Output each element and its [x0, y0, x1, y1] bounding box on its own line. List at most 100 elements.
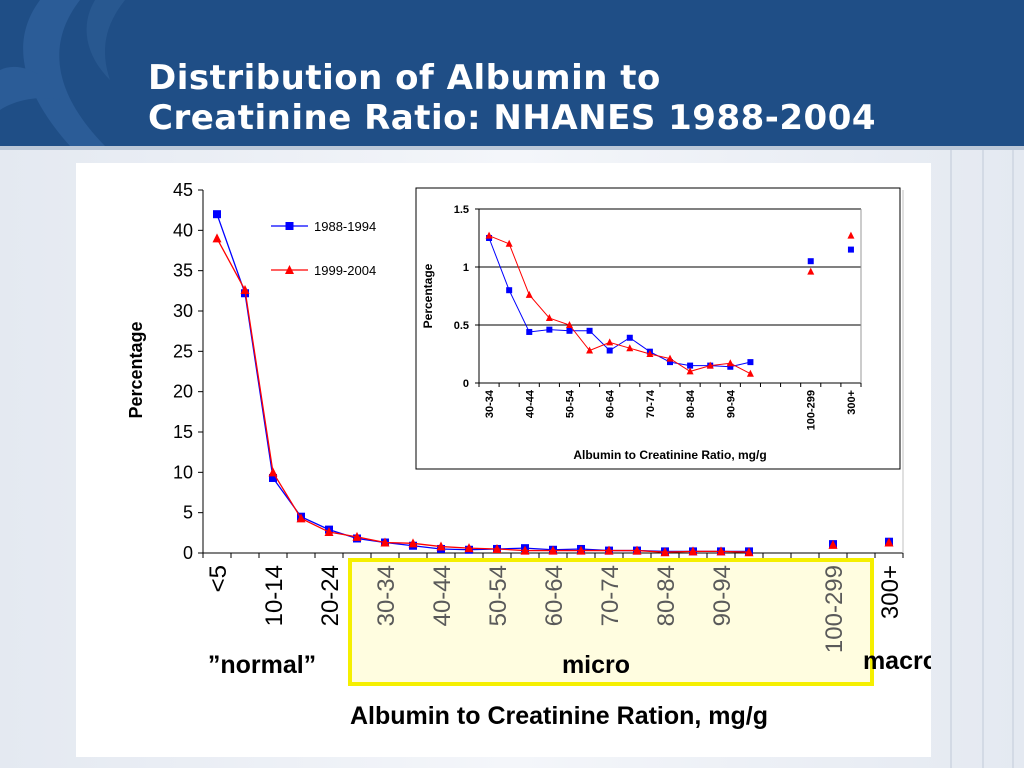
main-y-tick-label: 20	[173, 382, 193, 402]
inset-series-point	[586, 327, 593, 334]
main-y-tick-label: 5	[183, 503, 193, 523]
main-y-axis-title: Percentage	[126, 321, 146, 418]
inset-series-point	[626, 344, 634, 352]
inset-series-point	[667, 359, 673, 366]
inset-series-point	[847, 231, 855, 239]
main-series-point	[212, 233, 222, 243]
inset-series-point	[706, 361, 714, 369]
main-legend: 1988-1994 1999-2004	[271, 219, 376, 278]
main-series-point	[828, 539, 838, 549]
background-stripes	[930, 150, 1024, 768]
main-y-tick-label: 10	[173, 462, 193, 482]
inset-series-line-1988-1994	[488, 237, 751, 368]
main-series-point	[884, 537, 894, 547]
inset-x-tick-label: 30-34	[484, 389, 496, 418]
logo-icon	[0, 0, 125, 146]
inset-series-point	[546, 326, 553, 333]
main-x-tick-label: 70-74	[597, 565, 624, 626]
micro-range-label: micro	[562, 651, 630, 679]
inset-series-point	[807, 267, 815, 275]
main-y-tick-label: 30	[173, 301, 193, 321]
main-series-point	[688, 546, 698, 556]
inset-series-point	[646, 350, 654, 357]
slide-title-line-1: Distribution of Albumin to	[148, 58, 661, 98]
inset-series-line-1999-2004	[488, 235, 751, 375]
inset-x-tick-label: 300+	[846, 390, 858, 415]
main-series-point	[576, 545, 586, 555]
main-series-point	[464, 543, 474, 553]
main-y-tick-label: 40	[173, 220, 193, 240]
main-x-tick-label: 10-14	[261, 565, 288, 626]
main-x-tick-label: 50-54	[485, 565, 512, 626]
main-series-line-1999-2004	[216, 238, 750, 553]
main-series-point	[744, 547, 754, 557]
main-y-tick-label: 0	[183, 543, 193, 563]
main-y-tick-label: 15	[173, 422, 193, 442]
inset-x-tick-label: 70-74	[645, 389, 657, 418]
inset-x-axis-title: Albumin to Creatinine Ratio, mg/g	[573, 448, 766, 462]
main-series-point	[660, 547, 670, 557]
main-x-tick-label: 80-84	[653, 565, 680, 626]
slide-header: Distribution of Albumin to Creatinine Ra…	[0, 0, 1024, 146]
main-series-point	[269, 473, 277, 482]
main-series-point	[213, 210, 221, 219]
inset-series-point	[565, 321, 573, 328]
main-y-tick-label: 45	[173, 180, 193, 200]
main-series-point	[324, 527, 334, 537]
inset-series-point	[847, 246, 854, 253]
main-series-point	[492, 543, 502, 553]
legend-label: 1999-2004	[314, 263, 376, 278]
main-series-point	[520, 545, 530, 555]
main-x-tick-label: 40-44	[429, 565, 456, 626]
inset-series-point	[666, 354, 674, 362]
inset-x-tick-label: 60-64	[605, 389, 617, 418]
inset-series-point	[687, 362, 694, 369]
inset-series-point	[606, 347, 613, 354]
main-series-point	[240, 285, 250, 295]
inset-frame	[415, 187, 901, 470]
main-series-line-1988-1994	[216, 213, 749, 553]
legend-marker	[285, 265, 294, 274]
inset-series-point	[485, 231, 493, 239]
inset-series-point	[807, 258, 814, 265]
main-series-point	[380, 537, 390, 547]
inset-y-tick-label: 1.5	[454, 204, 469, 216]
inset-y-tick-label: 0	[463, 378, 469, 390]
main-x-tick-label: 300+	[877, 565, 904, 619]
inset-series-point	[726, 359, 734, 367]
inset-series-point	[526, 328, 533, 335]
main-series-point	[268, 467, 278, 477]
main-series-point	[632, 545, 642, 555]
legend-marker	[285, 222, 294, 230]
inset-series-point	[566, 327, 573, 334]
inset-series-point	[747, 359, 754, 366]
main-series-point	[296, 513, 306, 523]
inset-x-tick-label: 50-54	[564, 389, 576, 418]
main-x-tick-label: 60-64	[541, 565, 568, 626]
main-x-tick-label: 90-94	[709, 565, 736, 626]
main-x-tick-label: 100-299	[821, 565, 848, 653]
inset-y-tick-label: 1	[463, 262, 469, 274]
normal-range-label: ”normal”	[208, 651, 316, 679]
inset-series-point	[586, 346, 594, 354]
main-series-point	[604, 545, 614, 555]
main-series-point	[548, 545, 558, 555]
main-x-tick-label: 30-34	[373, 565, 400, 626]
inset-series-point	[545, 314, 553, 322]
main-series-point	[408, 538, 418, 548]
inset-series-point	[727, 363, 734, 370]
inset-series-point	[606, 338, 614, 346]
main-series-point	[716, 546, 726, 556]
header-divider	[0, 146, 1024, 150]
inset-series-point	[525, 290, 533, 298]
inset-series-point	[505, 239, 513, 247]
inset-x-tick-label: 90-94	[725, 389, 737, 418]
inset-x-tick-label: 40-44	[524, 389, 536, 418]
slide-title: Distribution of Albumin to Creatinine Ra…	[148, 58, 1008, 138]
main-y-tick-label: 35	[173, 261, 193, 281]
inset-y-tick-label: 0.5	[454, 320, 469, 332]
chart-area: 0 5 10 15 20 25 30 35 40 45 <5 10-14 20-24 30-34 40-44…	[76, 163, 938, 757]
legend-label: 1988-1994	[314, 219, 376, 234]
